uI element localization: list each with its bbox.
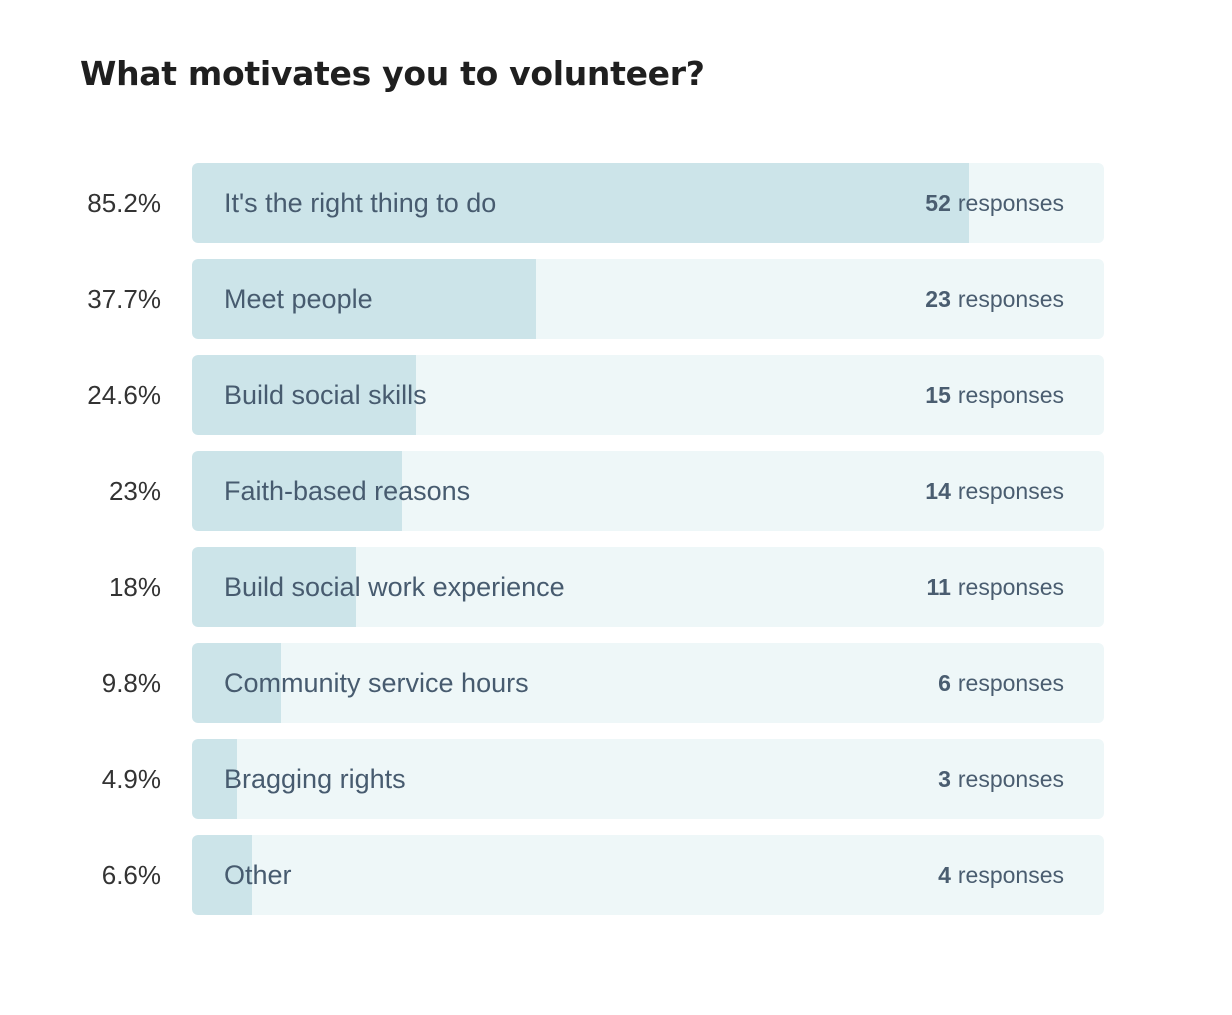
bar-fill bbox=[192, 355, 417, 435]
option-label: Faith-based reasons bbox=[224, 476, 471, 506]
bar-fill bbox=[192, 643, 282, 723]
result-row: 9.8% Community service hours 6 responses bbox=[0, 643, 1232, 723]
percent-label: 23% bbox=[108, 476, 161, 506]
option-label: Meet people bbox=[224, 284, 373, 314]
bar-track: Faith-based reasons 14 responses bbox=[192, 451, 1104, 531]
option-label: It's the right thing to do bbox=[224, 188, 497, 218]
response-count-word: responses bbox=[957, 862, 1064, 888]
result-row: 6.6% Other 4 responses bbox=[0, 835, 1232, 915]
response-count-word: responses bbox=[957, 574, 1064, 600]
response-count: 3 responses bbox=[938, 739, 1064, 819]
response-count: 23 responses bbox=[925, 259, 1064, 339]
bar-track: Build social skills 15 responses bbox=[192, 355, 1104, 435]
response-count-word: responses bbox=[957, 382, 1064, 408]
bar-fill bbox=[192, 259, 536, 339]
response-count-word: responses bbox=[957, 478, 1064, 504]
percent-label: 9.8% bbox=[101, 668, 161, 698]
percent-label: 6.6% bbox=[101, 860, 161, 890]
option-label: Community service hours bbox=[224, 668, 529, 698]
option-label: Build social work experience bbox=[224, 572, 565, 602]
percent-label: 85.2% bbox=[87, 188, 161, 218]
result-row: 37.7% Meet people 23 responses bbox=[0, 259, 1232, 339]
bar-fill bbox=[192, 451, 402, 531]
response-count-number: 52 bbox=[925, 190, 951, 216]
bar-fill bbox=[192, 835, 253, 915]
response-count-number: 4 bbox=[938, 862, 951, 888]
percent-label: 4.9% bbox=[101, 764, 161, 794]
bar-fill bbox=[192, 547, 357, 627]
option-label: Bragging rights bbox=[224, 764, 406, 794]
bar-fill bbox=[192, 739, 237, 819]
results-list: 85.2% It's the right thing to do 52 respo… bbox=[0, 163, 1232, 931]
percent-label: 24.6% bbox=[87, 380, 161, 410]
response-count: 4 responses bbox=[938, 835, 1064, 915]
response-count: 14 responses bbox=[925, 451, 1064, 531]
percent-label: 18% bbox=[108, 572, 161, 602]
response-count-word: responses bbox=[957, 670, 1064, 696]
bar-fill bbox=[192, 163, 970, 243]
response-count-number: 6 bbox=[938, 670, 951, 696]
result-row: 23% Faith-based reasons 14 responses bbox=[0, 451, 1232, 531]
result-row: 4.9% Bragging rights 3 responses bbox=[0, 739, 1232, 819]
response-count-number: 14 bbox=[925, 478, 951, 504]
bar-track: Other 4 responses bbox=[192, 835, 1104, 915]
option-label: Build social skills bbox=[224, 380, 427, 410]
response-count-number: 23 bbox=[925, 286, 951, 312]
response-count-word: responses bbox=[957, 190, 1064, 216]
response-count-number: 3 bbox=[938, 766, 951, 792]
percent-label: 37.7% bbox=[87, 284, 161, 314]
response-count: 11 responses bbox=[927, 547, 1064, 627]
response-count-word: responses bbox=[957, 286, 1064, 312]
bar-track: Meet people 23 responses bbox=[192, 259, 1104, 339]
response-count-number: 11 bbox=[926, 574, 951, 600]
result-row: 24.6% Build social skills 15 responses bbox=[0, 355, 1232, 435]
bar-track: Bragging rights 3 responses bbox=[192, 739, 1104, 819]
bar-track: It's the right thing to do 52 responses bbox=[192, 163, 1104, 243]
response-count: 52 responses bbox=[925, 163, 1064, 243]
response-count-word: responses bbox=[957, 766, 1064, 792]
result-row: 18% Build social work experience 11 respo… bbox=[0, 547, 1232, 627]
bar-track: Community service hours 6 responses bbox=[192, 643, 1104, 723]
response-count: 15 responses bbox=[925, 355, 1064, 435]
response-count-number: 15 bbox=[925, 382, 951, 408]
result-row: 85.2% It's the right thing to do 52 respo… bbox=[0, 163, 1232, 243]
bar-track: Build social work experience 11 responses bbox=[192, 547, 1104, 627]
question-title: What motivates you to volunteer? bbox=[80, 54, 705, 93]
response-count: 6 responses bbox=[938, 643, 1064, 723]
option-label: Other bbox=[224, 860, 292, 890]
